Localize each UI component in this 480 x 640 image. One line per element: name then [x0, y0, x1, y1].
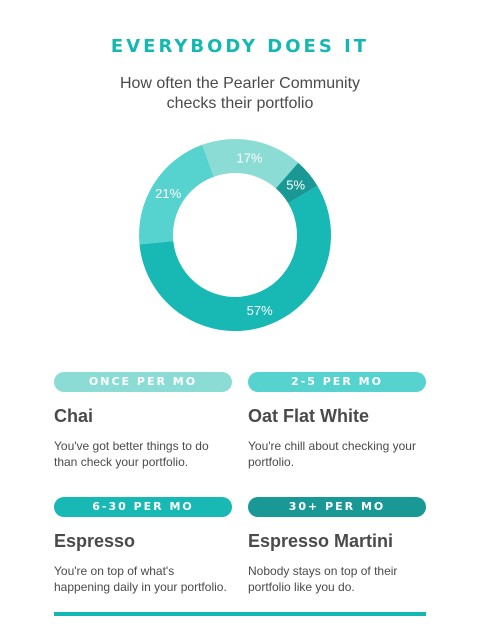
chart-subtitle: How often the Pearler Community checks t… — [0, 74, 480, 114]
card-once-per-mo: ONCE PER MO Chai You've got better thing… — [54, 372, 232, 470]
card-title: Espresso Martini — [248, 531, 394, 551]
slice-label-3: 21% — [155, 186, 181, 201]
card-description: You're chill about checking your portfol… — [248, 439, 416, 469]
frequency-pill: ONCE PER MO — [54, 372, 232, 392]
donut-slice-1 — [275, 162, 318, 204]
card-description: You've got better things to do than chec… — [54, 439, 209, 469]
slice-label-1: 5% — [286, 177, 305, 192]
bottom-divider — [54, 612, 426, 616]
card-title: Chai — [54, 406, 94, 426]
page-headline: EVERYBODY DOES IT — [110, 36, 370, 57]
card-title: Oat Flat White — [248, 406, 369, 426]
card-title: Espresso — [54, 531, 136, 551]
donut-slice-3 — [139, 144, 214, 245]
frequency-pill: 2-5 PER MO — [248, 372, 426, 392]
subtitle-line-2: checks their portfolio — [166, 95, 314, 112]
card-description: Nobody stays on top of their portfolio l… — [248, 564, 398, 594]
slice-label-0: 17% — [237, 150, 263, 165]
frequency-pill: 6-30 PER MO — [54, 497, 232, 517]
donut-slice-0 — [202, 139, 299, 189]
frequency-pill: 30+ PER MO — [248, 497, 426, 517]
card-description: You're on top of what's happening daily … — [54, 564, 227, 594]
slice-label-2: 57% — [247, 303, 273, 318]
donut-chart: 17% 5% 57% 21% — [139, 139, 331, 331]
subtitle-line-1: How often the Pearler Community — [119, 75, 361, 92]
card-30-plus-per-mo: 30+ PER MO Espresso Martini Nobody stays… — [248, 497, 426, 595]
card-2-5-per-mo: 2-5 PER MO Oat Flat White You're chill a… — [248, 372, 426, 470]
donut-slice-2 — [139, 185, 331, 331]
card-6-30-per-mo: 6-30 PER MO Espresso You're on top of wh… — [54, 497, 232, 595]
